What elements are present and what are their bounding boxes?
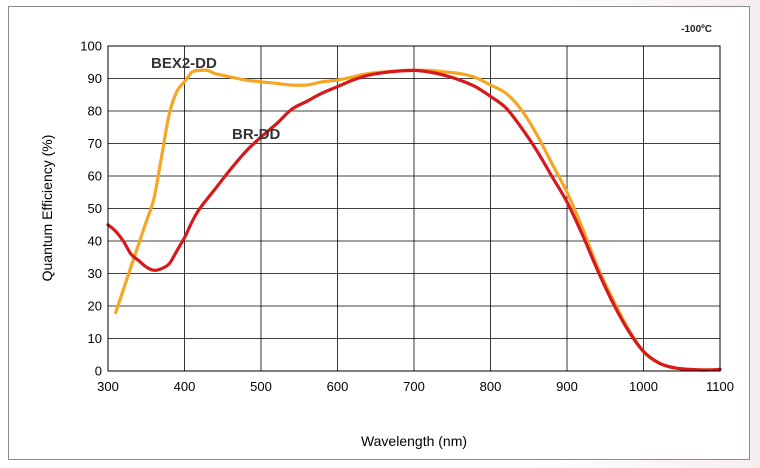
x-tick-label: 1100 bbox=[706, 379, 734, 394]
y-tick-label: 100 bbox=[80, 39, 102, 54]
plot-border bbox=[107, 45, 721, 372]
y-tick-label: 90 bbox=[88, 71, 102, 86]
x-axis-title: Wavelength (nm) bbox=[361, 433, 467, 449]
x-tick-label: 800 bbox=[480, 379, 502, 394]
y-tick-label: 80 bbox=[88, 104, 102, 119]
y-tick-label: 40 bbox=[88, 234, 102, 249]
x-tick-labels: 300 400 500 600 700 800 900 1000 1100 bbox=[97, 379, 734, 394]
y-tick-label: 20 bbox=[88, 299, 102, 314]
series-line-br-dd bbox=[106, 68, 722, 372]
series-label-br-dd: BR-DD bbox=[232, 126, 280, 143]
y-tick-label: 60 bbox=[88, 169, 102, 184]
series-label-bex2-dd: BEX2-DD bbox=[151, 55, 217, 72]
y-tick-labels: 0 10 20 30 40 50 60 70 80 90 100 bbox=[80, 39, 102, 379]
x-tick-label: 700 bbox=[403, 379, 425, 394]
y-tick-label: 10 bbox=[88, 331, 102, 346]
x-tick-label: 600 bbox=[327, 379, 349, 394]
x-tick-label: 400 bbox=[174, 379, 196, 394]
temperature-annotation: -100ºC bbox=[681, 24, 712, 35]
y-tick-label: 30 bbox=[88, 266, 102, 281]
x-tick-label: 1000 bbox=[629, 379, 658, 394]
x-tick-label: 500 bbox=[250, 379, 272, 394]
y-tick-label: 0 bbox=[95, 364, 102, 379]
x-tick-label: 900 bbox=[556, 379, 578, 394]
y-axis-title: Quantum Efficiency (%) bbox=[39, 135, 55, 282]
series-layer bbox=[106, 68, 722, 372]
y-tick-label: 50 bbox=[88, 201, 102, 216]
x-tick-label: 300 bbox=[97, 379, 119, 394]
y-tick-label: 70 bbox=[88, 136, 102, 151]
